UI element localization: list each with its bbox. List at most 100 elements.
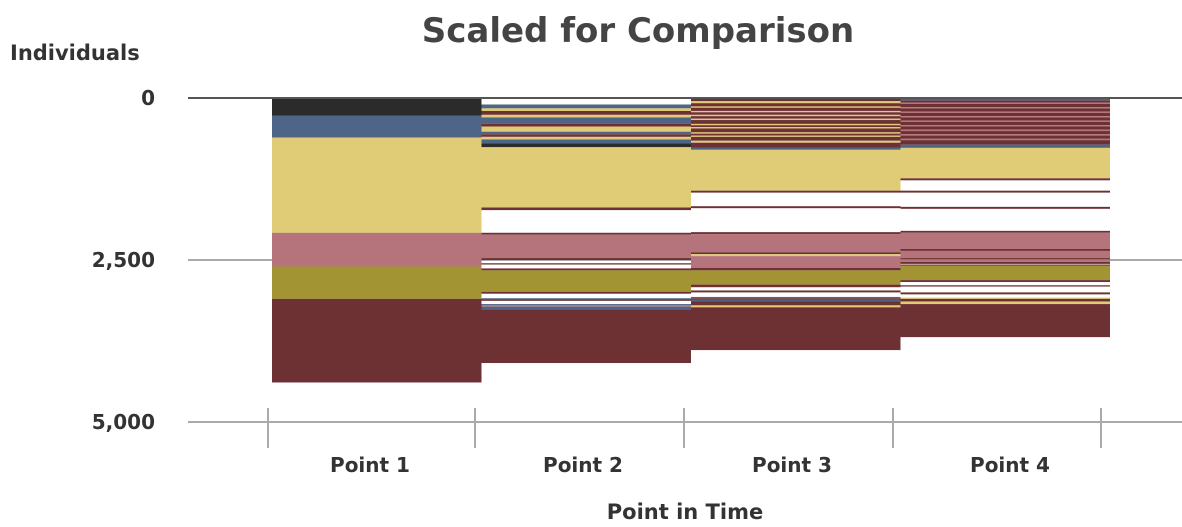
bar-segment xyxy=(481,114,691,118)
bar-segment xyxy=(900,230,1110,233)
bar-segment xyxy=(691,114,901,117)
bar-segment xyxy=(481,207,691,211)
bar-segment xyxy=(691,128,901,133)
bar-segment xyxy=(691,284,901,288)
bar-segment xyxy=(481,268,691,271)
bar-segment xyxy=(691,112,901,115)
bar-segment xyxy=(272,137,482,233)
bar-segment xyxy=(900,103,1110,108)
bar-segment xyxy=(691,106,901,108)
bar-segment xyxy=(691,234,901,253)
bar-segment xyxy=(691,127,901,129)
bar-segment xyxy=(900,117,1110,121)
bar-segment xyxy=(481,139,691,144)
bar-segment xyxy=(691,125,901,128)
bar-segment xyxy=(900,111,1110,113)
bar-segment xyxy=(481,131,691,135)
bar-segment xyxy=(900,129,1110,132)
bar-segment xyxy=(481,298,691,300)
bar-segment xyxy=(481,306,691,310)
bar-segment xyxy=(900,265,1110,281)
bar-segment xyxy=(272,298,482,383)
bar-segment xyxy=(900,126,1110,130)
y-axis-ticks: 0 2,500 5,000 xyxy=(92,86,155,434)
bar-segment xyxy=(691,270,901,285)
bar-segment xyxy=(481,134,691,137)
bar-segment xyxy=(691,101,901,104)
bar-segment xyxy=(900,135,1110,139)
bar-segment xyxy=(900,102,1110,104)
bar-segment xyxy=(691,118,901,121)
bar-segment xyxy=(691,190,901,193)
bar-segment xyxy=(900,131,1110,135)
bar-segment xyxy=(691,254,901,257)
bar-segment xyxy=(900,112,1110,117)
bar-segment xyxy=(900,292,1110,295)
bar-segment xyxy=(691,305,901,308)
y-axis-title: Individuals xyxy=(10,41,140,65)
bar-segment xyxy=(272,266,482,299)
bar-segment xyxy=(900,107,1110,109)
bar-segment xyxy=(691,116,901,119)
bar-segment xyxy=(691,136,901,141)
bar-1 xyxy=(272,98,482,383)
bar-segment xyxy=(481,104,691,109)
bar-segment xyxy=(481,232,691,235)
bar-segment xyxy=(900,304,1110,338)
bar-segment xyxy=(272,232,482,267)
bar-segment xyxy=(900,178,1110,181)
bar-segment xyxy=(481,110,691,115)
bar-segment xyxy=(272,115,482,138)
bar-segment xyxy=(691,298,901,300)
bar-segment xyxy=(481,309,691,364)
bar-segment xyxy=(900,125,1110,127)
bar-segment xyxy=(900,280,1110,283)
bar-segment xyxy=(691,307,901,351)
bar-segment xyxy=(900,297,1110,299)
bar-segment xyxy=(481,147,691,208)
x-axis: Point 1 Point 2 Point 3 Point 4 xyxy=(267,408,1102,477)
bar-segment xyxy=(481,143,691,148)
y-tick-label: 5,000 xyxy=(92,410,155,434)
bar-segment xyxy=(900,98,1110,101)
bar-segment xyxy=(900,248,1110,251)
y-tick-label: 0 xyxy=(141,86,155,110)
bar-segment xyxy=(900,108,1110,112)
bar-segment xyxy=(691,142,901,148)
bar-segment xyxy=(691,256,901,268)
bar-segment xyxy=(900,250,1110,259)
bar-segment xyxy=(481,270,691,292)
bar-segment xyxy=(691,290,901,293)
bar-segment xyxy=(481,117,691,124)
bar-segment xyxy=(691,299,901,302)
bar-segment xyxy=(481,263,691,265)
bar-segment xyxy=(900,116,1110,118)
bar-segment xyxy=(691,267,901,271)
bar-segment xyxy=(272,98,482,116)
bar-segment xyxy=(481,123,691,127)
bar-segment xyxy=(900,301,1110,305)
bar-segment xyxy=(691,133,901,136)
x-axis-title: Point in Time xyxy=(607,500,763,524)
bar-segment xyxy=(900,144,1110,148)
bar-segment xyxy=(900,206,1110,209)
bar-segment xyxy=(691,120,901,124)
bar-segment xyxy=(691,301,901,306)
bar-3 xyxy=(691,98,901,351)
bar-segment xyxy=(900,147,1110,179)
bar-segment xyxy=(691,232,901,235)
bars xyxy=(272,98,1110,383)
bar-segment xyxy=(900,140,1110,145)
bar-segment xyxy=(900,121,1110,126)
bar-segment xyxy=(900,298,1110,302)
bar-segment xyxy=(481,136,691,140)
bar-segment xyxy=(691,135,901,137)
bar-segment xyxy=(900,190,1110,193)
bar-segment xyxy=(900,120,1110,122)
x-tick-label: Point 1 xyxy=(330,453,410,477)
bar-segment xyxy=(481,304,691,306)
x-tick-label: Point 3 xyxy=(752,453,832,477)
bar-segment xyxy=(691,147,901,150)
bar-segment xyxy=(691,140,901,143)
